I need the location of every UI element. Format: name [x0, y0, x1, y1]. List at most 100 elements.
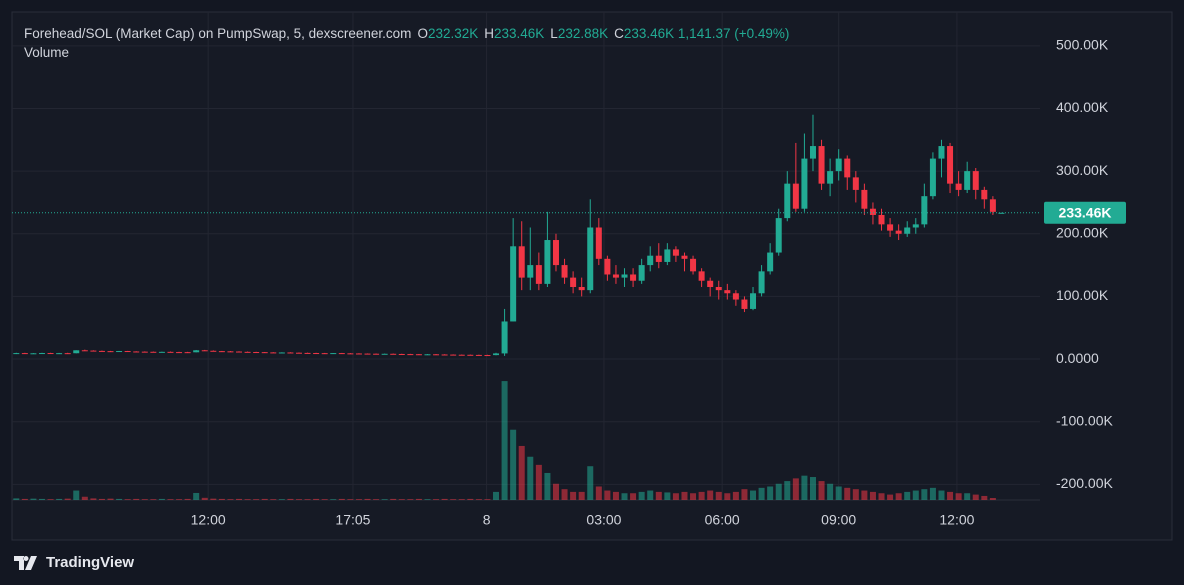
candle-body	[330, 353, 337, 355]
candle-body	[218, 351, 225, 353]
candle-body	[707, 280, 714, 288]
candle-body	[355, 353, 362, 355]
candle-body	[21, 353, 28, 355]
volume-bar	[107, 498, 114, 500]
volume-bar	[681, 491, 688, 500]
candle-body	[467, 354, 474, 356]
candle-body	[287, 352, 294, 354]
candle-body	[30, 353, 37, 355]
volume-bar	[124, 499, 131, 500]
volume-bar	[809, 477, 816, 500]
candle-body	[441, 354, 448, 356]
volume-bar	[158, 498, 165, 500]
volume-bar	[955, 493, 962, 500]
volume-bar	[38, 498, 45, 500]
volume-bar	[193, 492, 200, 500]
volume-bar	[527, 456, 534, 500]
volume-bar	[655, 491, 662, 500]
volume-bar	[338, 498, 345, 500]
y-tick-label: 100.00K	[1056, 287, 1109, 303]
candle-body	[604, 258, 611, 275]
candle-body	[552, 240, 559, 266]
candle-body	[475, 354, 482, 356]
candle-body	[98, 350, 105, 352]
volume-bar	[398, 499, 405, 500]
candle-body	[595, 227, 602, 259]
brand-logo	[14, 555, 37, 570]
candle-body	[193, 350, 200, 353]
candle-body	[398, 353, 405, 355]
candle-body	[510, 246, 517, 322]
candle-body	[972, 171, 979, 190]
volume-bar	[484, 499, 491, 500]
volume-bar	[73, 490, 80, 500]
candle-body	[827, 171, 834, 184]
candle-body	[501, 321, 508, 354]
legend: Forehead/SOL (Market Cap) on PumpSwap, 5…	[24, 24, 789, 62]
legend-row: Forehead/SOL (Market Cap) on PumpSwap, 5…	[24, 24, 789, 43]
volume-bar	[364, 498, 371, 500]
volume-bar	[672, 493, 679, 500]
candle-body	[176, 352, 183, 354]
volume-bar	[690, 493, 697, 500]
volume-bar	[852, 489, 859, 500]
candle-body	[38, 353, 45, 355]
x-tick-label: 12:00	[939, 512, 974, 528]
candle-body	[210, 350, 217, 352]
volume-bar	[767, 486, 774, 500]
ohlc: O232.32K H233.46K L232.88K C233.46K	[411, 26, 674, 41]
candle-body	[270, 352, 277, 354]
candle-body	[801, 158, 808, 209]
candle-body	[964, 171, 971, 190]
candle-body	[724, 290, 731, 294]
candle-body	[638, 265, 645, 281]
candle-body	[244, 351, 251, 353]
volume-bar	[707, 490, 714, 500]
candle-body	[690, 258, 697, 272]
candle-body	[861, 189, 868, 209]
brand: TradingView	[14, 554, 134, 571]
ohlc-key: L	[550, 26, 558, 41]
y-tick-label: 300.00K	[1056, 162, 1109, 178]
candle-body	[732, 293, 739, 300]
volume-bar	[784, 481, 791, 500]
candle-body	[758, 271, 765, 294]
last-price-box	[1044, 201, 1126, 224]
candle-body	[116, 351, 123, 353]
volume-bar	[475, 499, 482, 500]
volume-bar	[938, 490, 945, 500]
volume-bar	[929, 487, 936, 500]
volume-bar	[518, 445, 525, 500]
y-tick-label: -100.00K	[1056, 412, 1113, 428]
y-tick-label: 500.00K	[1056, 37, 1109, 53]
candle-body	[278, 352, 285, 354]
volume-bar	[56, 498, 63, 500]
candle-body	[373, 353, 380, 355]
volume-bar	[544, 472, 551, 500]
candle-body	[921, 196, 928, 225]
candle-body	[664, 249, 671, 262]
volume-bar	[578, 491, 585, 500]
ohlc-key: H	[484, 26, 494, 41]
volume-bar	[244, 499, 251, 500]
candle-body	[133, 351, 140, 353]
candle-body	[989, 199, 996, 212]
volume-bar	[878, 493, 885, 500]
volume-row: Volume	[24, 43, 789, 62]
y-tick-label: 0.0000	[1056, 350, 1099, 366]
candle-body	[424, 354, 431, 356]
volume-bar	[347, 499, 354, 500]
y-tick-label: 200.00K	[1056, 224, 1109, 240]
candle-body	[56, 353, 63, 355]
volume-bar	[270, 499, 277, 500]
candle-body	[458, 354, 465, 356]
volume-bar	[912, 490, 919, 500]
candle-body	[947, 146, 954, 184]
volume-bar	[390, 498, 397, 500]
volume-bar	[887, 494, 894, 500]
volume-bar	[30, 498, 37, 500]
candle-body	[955, 183, 962, 190]
candle-body	[612, 274, 619, 278]
